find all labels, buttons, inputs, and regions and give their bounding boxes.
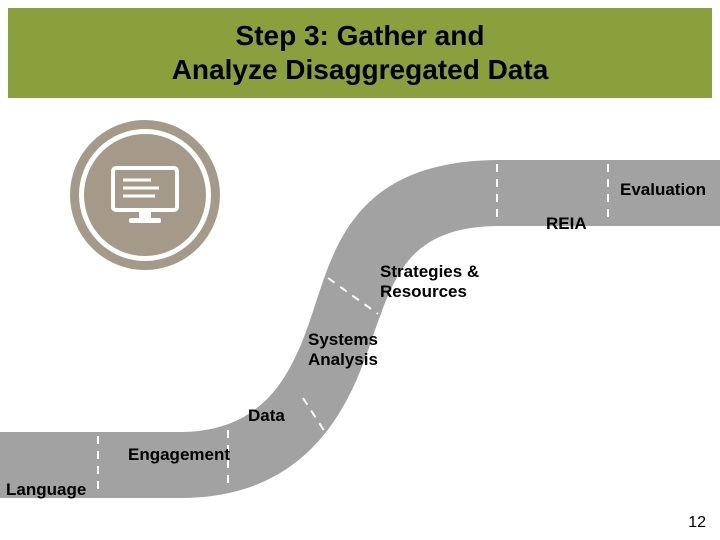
page-number: 12 bbox=[688, 514, 706, 532]
slide: Step 3: Gather andAnalyze Disaggregated … bbox=[0, 0, 720, 540]
header-bar: Step 3: Gather andAnalyze Disaggregated … bbox=[8, 8, 712, 98]
label-strategies: Strategies &Resources bbox=[380, 262, 479, 301]
label-systems: SystemsAnalysis bbox=[308, 330, 378, 369]
label-language: Language bbox=[6, 480, 86, 500]
label-reia: REIA bbox=[546, 214, 587, 234]
label-data: Data bbox=[248, 406, 285, 426]
step-icon-ring bbox=[70, 120, 220, 270]
monitor-icon bbox=[109, 164, 181, 226]
label-evaluation: Evaluation bbox=[620, 180, 706, 200]
step-icon-inner bbox=[84, 134, 206, 256]
label-engagement: Engagement bbox=[128, 445, 230, 465]
header-title: Step 3: Gather andAnalyze Disaggregated … bbox=[172, 19, 549, 86]
